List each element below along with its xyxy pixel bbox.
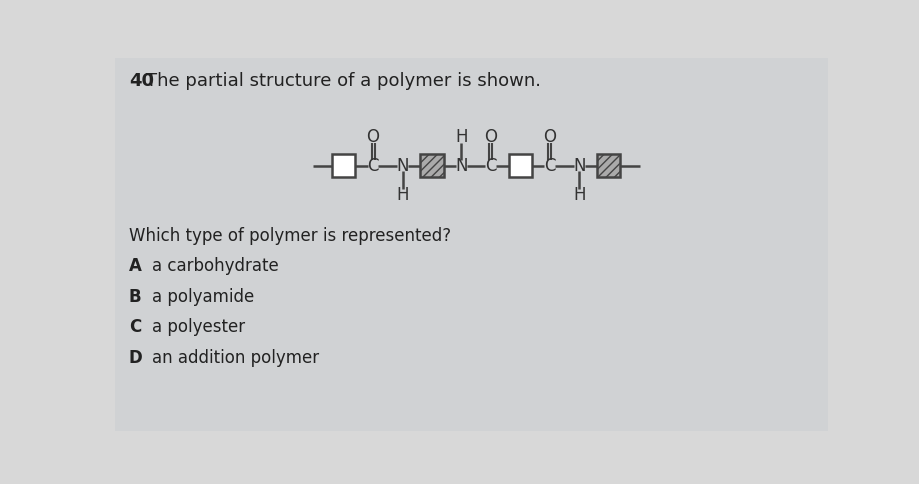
Text: O: O: [366, 128, 380, 146]
Text: a carbohydrate: a carbohydrate: [152, 257, 278, 275]
Text: O: O: [543, 128, 556, 146]
Text: 40: 40: [129, 72, 153, 90]
Text: Which type of polymer is represented?: Which type of polymer is represented?: [129, 227, 450, 245]
Text: N: N: [455, 157, 467, 175]
Text: a polyamide: a polyamide: [152, 287, 255, 305]
Bar: [596, 154, 619, 178]
Text: C: C: [367, 157, 379, 175]
Bar: [508, 154, 531, 178]
Bar: [332, 154, 355, 178]
Text: H: H: [396, 186, 408, 204]
Text: C: C: [129, 318, 141, 336]
Text: N: N: [396, 157, 408, 175]
Text: B: B: [129, 287, 142, 305]
Text: N: N: [573, 157, 584, 175]
Bar: [420, 154, 443, 178]
Text: O: O: [483, 128, 497, 146]
Text: C: C: [484, 157, 496, 175]
Text: H: H: [455, 128, 467, 146]
Text: The partial structure of a polymer is shown.: The partial structure of a polymer is sh…: [146, 72, 540, 90]
Text: a polyester: a polyester: [152, 318, 245, 336]
Text: an addition polymer: an addition polymer: [152, 349, 319, 367]
Text: H: H: [573, 186, 584, 204]
Text: D: D: [129, 349, 142, 367]
Text: A: A: [129, 257, 142, 275]
Text: C: C: [543, 157, 555, 175]
